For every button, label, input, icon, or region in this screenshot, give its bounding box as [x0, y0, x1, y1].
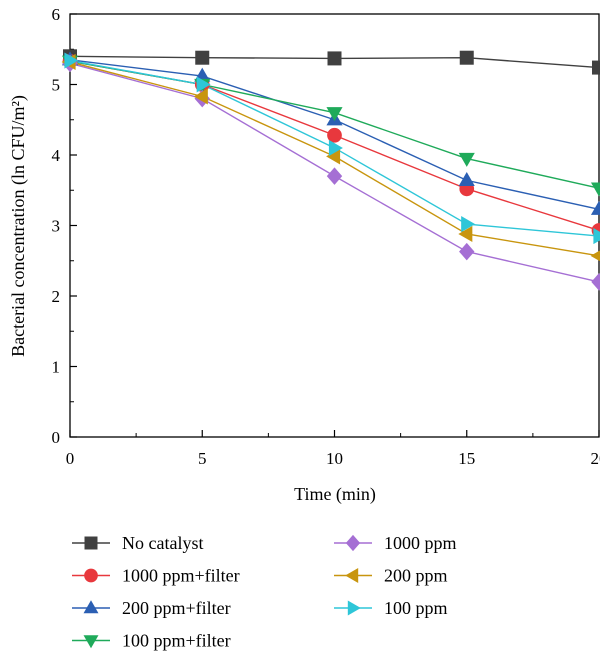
legend-item-no-catalyst: No catalyst: [72, 533, 203, 553]
y-axis-label: Bacterial concentration (ln CFU/m²): [8, 95, 29, 357]
y-tick-label: 0: [52, 428, 61, 447]
x-tick-label: 5: [198, 449, 207, 468]
data-point-100-ppm: [593, 228, 600, 245]
legend-label: No catalyst: [122, 533, 203, 553]
data-point-200-ppm: [590, 250, 600, 262]
data-point-1000-ppm-filter: [327, 127, 342, 143]
data-point-200-ppm-filter: [590, 200, 600, 215]
x-axis-label: Time (min): [294, 484, 376, 505]
legend-marker: [345, 568, 359, 583]
data-point-200-ppm: [326, 148, 341, 165]
data-point-1000-ppm: [591, 273, 600, 291]
x-tick-label: 10: [326, 449, 343, 468]
y-tick-label: 5: [52, 76, 61, 95]
legend-marker: [84, 568, 98, 583]
data-point-100-ppm: [328, 139, 343, 156]
data-point-1000-ppm: [459, 242, 475, 261]
data-point-1000-ppm: [326, 167, 343, 185]
data-point-no-catalyst: [592, 60, 600, 75]
legend-label: 1000 ppm: [384, 533, 457, 553]
series-markers: [61, 49, 600, 291]
data-point-200-ppm: [458, 225, 473, 243]
x-tick-label: 0: [66, 449, 75, 468]
y-tick-label: 6: [52, 5, 61, 24]
legend-label: 1000 ppm+filter: [122, 566, 240, 586]
data-point-no-catalyst: [327, 51, 342, 66]
legend-item-100-ppm-filter: 100 ppm+filter: [72, 631, 231, 651]
data-point-no-catalyst: [195, 50, 210, 65]
legend-label: 100 ppm: [384, 598, 448, 618]
data-point-100-ppm-filter: [458, 152, 475, 167]
legend-label: 100 ppm+filter: [122, 631, 231, 651]
data-point-100-ppm: [196, 76, 211, 93]
plot-frame: [69, 13, 600, 438]
legend: No catalyst 1000 ppm+filter 200 ppm+filter…: [72, 533, 457, 651]
data-point-200-ppm: [193, 88, 208, 105]
legend-marker: [345, 534, 361, 552]
legend-item-200-ppm: 200 ppm: [334, 566, 448, 586]
x-tick-label: 20: [591, 449, 600, 468]
data-point-200-ppm-filter: [458, 171, 475, 186]
legend-marker: [347, 600, 361, 616]
y-tick-label: 4: [52, 146, 61, 165]
data-point-100-ppm: [461, 216, 476, 233]
legend-label: 200 ppm: [384, 566, 448, 586]
x-tick-label: 15: [458, 449, 475, 468]
legend-marker: [83, 600, 99, 614]
y-tick-label: 2: [52, 287, 61, 306]
legend-item-1000-ppm: 1000 ppm: [334, 533, 457, 553]
data-point-100-ppm-filter: [590, 182, 600, 197]
legend-marker: [83, 635, 99, 649]
legend-label: 200 ppm+filter: [122, 598, 231, 618]
legend-item-100-ppm: 100 ppm: [334, 598, 448, 618]
data-point-100-ppm-filter: [326, 107, 343, 122]
legend-marker: [84, 536, 98, 550]
data-point-no-catalyst: [459, 50, 474, 65]
y-tick-label: 3: [52, 217, 61, 236]
legend-item-200-ppm-filter: 200 ppm+filter: [72, 598, 231, 618]
legend-item-1000-ppm-filter: 1000 ppm+filter: [72, 566, 240, 586]
y-tick-label: 1: [52, 358, 61, 377]
axes: 0 5 10 15 20 0 1 2 3 4 5 6: [52, 5, 600, 468]
data-point-100-ppm: [64, 52, 79, 69]
